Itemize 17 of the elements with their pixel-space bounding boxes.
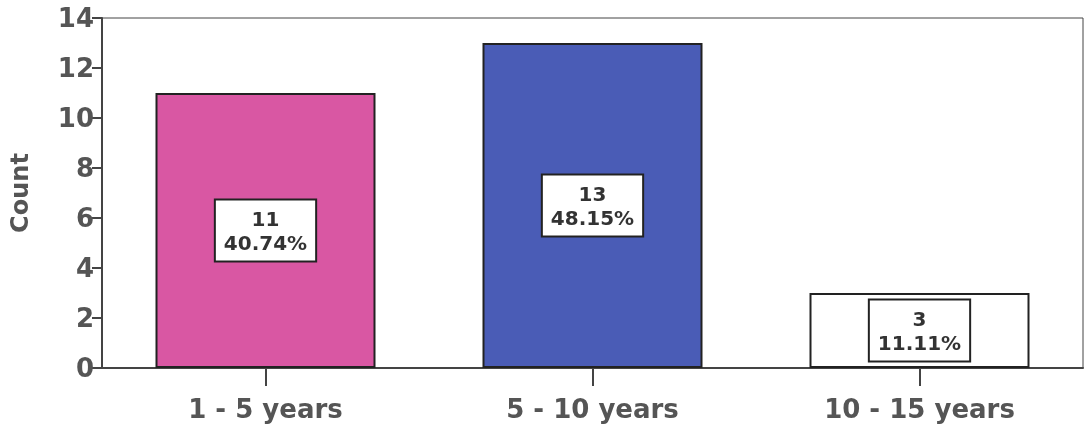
x-tick-label: 10 - 15 years [824, 394, 1015, 424]
bar [155, 93, 376, 368]
bar [482, 43, 703, 368]
data-label: 11 40.74% [223, 206, 308, 255]
y-tick-label: 0 [75, 353, 94, 383]
y-tick-label: 12 [57, 53, 94, 83]
data-label: 13 48.15% [550, 181, 635, 230]
data-label: 3 11.11% [877, 306, 962, 355]
y-tick-label: 14 [57, 3, 94, 33]
x-tick-label: 5 - 10 years [506, 394, 679, 424]
y-tick-label: 10 [57, 103, 94, 133]
y-tick-label: 8 [75, 153, 94, 183]
y-tick-label: 6 [75, 203, 94, 233]
y-axis-title: Count [6, 153, 34, 233]
y-tick-label: 4 [75, 253, 94, 283]
y-tick-label: 2 [75, 303, 94, 333]
x-tick-label: 1 - 5 years [188, 394, 343, 424]
